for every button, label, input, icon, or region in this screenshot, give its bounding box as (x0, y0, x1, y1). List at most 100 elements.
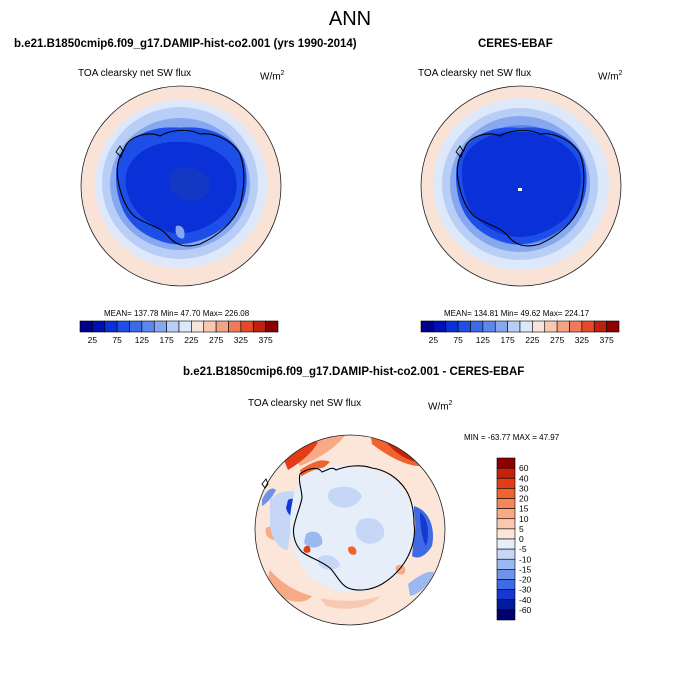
diff-colorbar-tick-label: 40 (519, 473, 529, 483)
diff-variable-label: TOA clearsky net SW flux (248, 398, 362, 409)
diff-units-label: W/m2 (428, 400, 453, 413)
diff-colorbar-swatch (496, 457, 516, 469)
diff-polar-map (255, 435, 445, 625)
obs-colorbar-swatch (457, 320, 471, 333)
obs-colorbar-swatch (569, 320, 583, 333)
diff-colorbar-swatch (496, 579, 516, 590)
obs-colorbar-swatch (606, 320, 620, 333)
model-colorbar-swatch (191, 320, 205, 333)
diff-colorbar-swatch (496, 518, 516, 530)
diff-colorbar-tick-label: 0 (519, 534, 524, 544)
figure-title: ANN (328, 8, 372, 30)
model-colorbar-swatch (104, 320, 118, 333)
obs-colorbar-swatch (532, 320, 546, 333)
diff-colorbar-tick-label: 30 (519, 483, 529, 493)
model-colorbar-swatch (141, 320, 155, 333)
diff-colorbar-swatch (496, 609, 516, 621)
model-colorbar-tick-label: 125 (135, 335, 149, 345)
model-colorbar-tick-label: 375 (259, 335, 273, 345)
obs-colorbar-swatch (581, 320, 595, 333)
obs-colorbar-tick-label: 175 (501, 335, 515, 345)
model-colorbar-swatch (79, 320, 93, 333)
diff-colorbar-swatch (496, 508, 516, 520)
model-colorbar-swatch (228, 320, 242, 333)
diff-colorbar-tick-label: 10 (519, 514, 529, 524)
diff-stats: MIN = -63.77 MAX = 47.97 (464, 433, 560, 442)
diff-colorbar-swatch (496, 558, 516, 570)
diff-colorbar-swatch (496, 467, 516, 479)
diff-colorbar-swatch (496, 599, 516, 611)
diff-colorbar-tick-label: -10 (519, 554, 532, 564)
obs-colorbar-swatch (593, 320, 607, 333)
diff-colorbar-swatch (496, 528, 516, 540)
obs-colorbar-tick-label: 75 (453, 335, 463, 345)
diff-colorbar-swatch (496, 569, 516, 580)
model-stats: MEAN= 137.78 Min= 47.70 Max= 226.08 (104, 309, 250, 318)
obs-colorbar-tick-label: 125 (476, 335, 490, 345)
obs-colorbar-swatch (544, 320, 558, 333)
obs-colorbar-tick-label: 25 (429, 335, 439, 345)
obs-colorbar-tick-label: 325 (575, 335, 589, 345)
model-coastline (116, 129, 245, 247)
obs-colorbar-swatch (556, 320, 570, 333)
obs-colorbar-swatch (433, 320, 447, 333)
obs-colorbar: 25 75 125 175 225 275 325 375 (420, 320, 620, 345)
diff-colorbar-tick-label: -15 (519, 564, 532, 574)
obs-coastline (456, 129, 585, 247)
model-colorbar-swatch (129, 320, 143, 333)
model-colorbar-swatch (92, 320, 106, 333)
diff-colorbar-swatch (496, 538, 516, 550)
diff-colorbar-swatch (496, 498, 516, 509)
model-units-label: W/m2 (260, 70, 285, 83)
model-colorbar-tick-label: 325 (234, 335, 248, 345)
obs-colorbar-tick-label: 375 (600, 335, 614, 345)
obs-case-title: CERES-EBAF (478, 38, 553, 50)
model-colorbar-swatch (166, 320, 180, 333)
model-colorbar-tick-label: 75 (112, 335, 122, 345)
diff-colorbar-tick-label: -40 (519, 595, 532, 605)
diff-colorbar-tick-label: -5 (519, 544, 527, 554)
obs-colorbar-swatch (445, 320, 459, 333)
obs-colorbar-swatch (482, 320, 496, 333)
model-colorbar-swatch (116, 320, 130, 333)
model-case-title: b.e21.B1850cmip6.f09_g17.DAMIP-hist-co2.… (14, 38, 357, 50)
model-colorbar-tick-label: 175 (160, 335, 174, 345)
diff-colorbar-swatch (496, 477, 516, 489)
obs-colorbar-swatch (420, 320, 434, 333)
model-colorbar-tick-label: 225 (184, 335, 198, 345)
model-variable-label: TOA clearsky net SW flux (78, 68, 192, 79)
diff-colorbar-tick-label: 5 (519, 524, 524, 534)
obs-colorbar-swatch (507, 320, 521, 333)
model-colorbar-swatch (240, 320, 254, 333)
diff-coastline (292, 465, 416, 591)
model-colorbar-swatch (215, 320, 229, 333)
model-colorbar-swatch (153, 320, 167, 333)
obs-stats: MEAN= 134.81 Min= 49.62 Max= 224.17 (444, 309, 590, 318)
obs-units-label: W/m2 (598, 70, 623, 83)
diff-colorbar-tick-label: -60 (519, 605, 532, 615)
diff-colorbar-tick-label: 15 (519, 504, 529, 514)
diff-colorbar-swatch (496, 548, 516, 560)
obs-colorbar-tick-label: 225 (525, 335, 539, 345)
model-colorbar-tick-label: 275 (209, 335, 223, 345)
diff-colorbar-tick-label: 60 (519, 463, 529, 473)
model-colorbar: 25 75 125 175 225 275 325 375 (79, 320, 279, 345)
model-polar-map (81, 86, 281, 286)
diff-case-title: b.e21.B1850cmip6.f09_g17.DAMIP-hist-co2.… (183, 366, 525, 378)
obs-colorbar-tick-label: 275 (550, 335, 564, 345)
diff-colorbar-tick-label: 20 (519, 494, 529, 504)
obs-colorbar-swatch (494, 320, 508, 333)
obs-variable-label: TOA clearsky net SW flux (418, 68, 532, 79)
diff-colorbar-swatch (496, 488, 516, 499)
model-colorbar-swatch (178, 320, 192, 333)
diff-colorbar-swatch (496, 589, 516, 601)
model-colorbar-swatch (203, 320, 217, 333)
model-colorbar-swatch (252, 320, 266, 333)
diff-colorbar-tick-label: -20 (519, 575, 532, 585)
obs-colorbar-swatch (470, 320, 484, 333)
model-colorbar-swatch (265, 320, 279, 333)
diff-colorbar-tick-label: -30 (519, 585, 532, 595)
obs-colorbar-swatch (519, 320, 533, 333)
